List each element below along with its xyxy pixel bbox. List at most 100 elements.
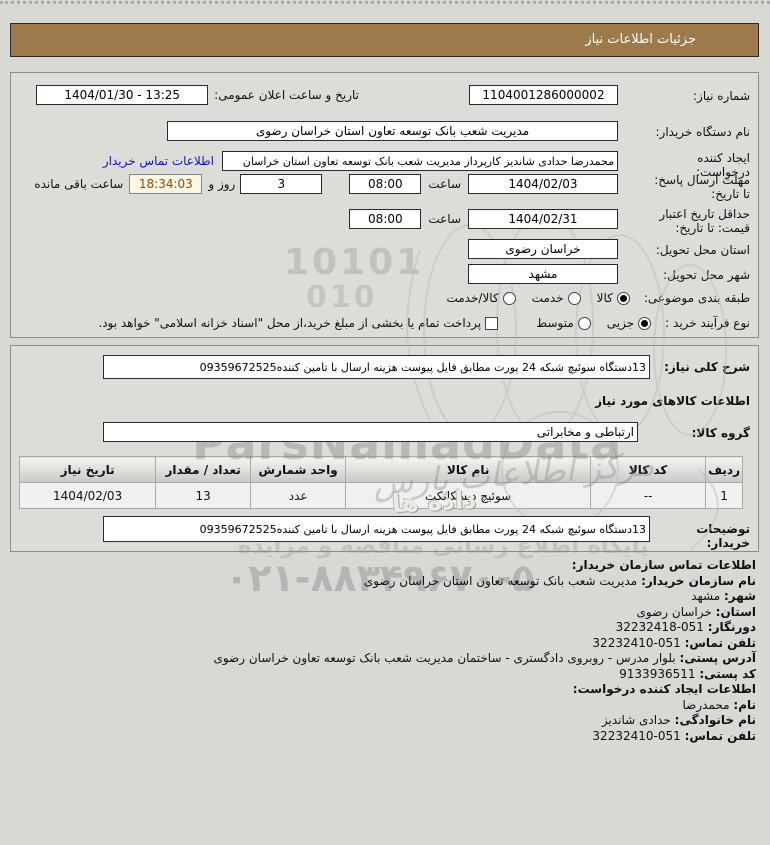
- col-header-need-date: تاریخ نیاز: [19, 456, 157, 483]
- field-label: نام سازمان خریدار:: [641, 573, 756, 588]
- announce-datetime-label: تاریخ و ساعت اعلان عمومی:: [214, 88, 359, 102]
- goods-table-header-row: ردیف کد کالا نام کالا واحد شمارش تعداد /…: [19, 456, 743, 483]
- field-label: تلفن تماس:: [684, 728, 756, 743]
- field-label: نام:: [733, 697, 756, 712]
- radio-classification-goods-label: کالا: [596, 291, 613, 305]
- reply-deadline-time-input[interactable]: [349, 174, 422, 194]
- price-validity-time-input[interactable]: [349, 209, 422, 229]
- time-remaining-countdown: [129, 174, 203, 194]
- field-value: بلوار مدرس - روبروی دادگستری - ساختمان م…: [213, 651, 676, 665]
- request-creator-heading: اطلاعات ایجاد کننده درخواست:: [572, 682, 756, 696]
- field-value: 32232418-051: [615, 620, 704, 634]
- field-value: خراسان رضوی: [636, 604, 712, 619]
- col-header-goods-name: نام کالا: [345, 456, 592, 483]
- page-title: جزئیات اطلاعات نیاز: [10, 23, 759, 57]
- field-label: شهر:: [724, 589, 756, 603]
- field-label: نام خانوادگی:: [674, 713, 756, 727]
- contact-info-block: اطلاعات تماس سازمان خریدار: نام سازمان خ…: [14, 558, 770, 744]
- contact-field-phone: تلفن تماس: 32232410-051: [14, 636, 756, 652]
- days-and-label: روز و: [208, 177, 236, 191]
- contact-field-city: شهر: مشهد: [14, 589, 756, 605]
- reply-deadline-date-input[interactable]: [468, 174, 618, 194]
- delivery-city-input[interactable]: [468, 264, 618, 284]
- field-label: تلفن تماس:: [684, 635, 756, 650]
- contact-field-postal-code: کد پستی: 9133936511: [14, 667, 756, 683]
- request-creator-label-line1: ایجاد کننده: [697, 151, 750, 165]
- field-label: دورنگار:: [707, 620, 756, 634]
- buyer-org-contact-heading: اطلاعات تماس سازمان خریدار:: [571, 558, 756, 572]
- goods-table-row: 1 -- سوئیچ دیسکانکت عدد 13 1404/02/03: [19, 482, 743, 509]
- delivery-city-label: شهر محل تحویل:: [663, 268, 750, 282]
- field-value: مشهد: [691, 589, 721, 603]
- field-label: آدرس پستی:: [679, 651, 756, 665]
- treasury-documents-checkbox-label: پرداخت تمام یا بخشی از مبلغ خرید،از محل …: [98, 316, 482, 330]
- radio-classification-goods-service-label: کالا/خدمت: [446, 291, 499, 305]
- buyer-org-label: نام دستگاه خریدار:: [655, 125, 751, 139]
- creator-field-last-name: نام خانوادگی: حدادی شاندیز: [14, 713, 756, 729]
- reply-hour-label: ساعت: [428, 177, 461, 191]
- field-value: 9133936511: [619, 666, 696, 681]
- radio-classification-service-label: خدمت: [531, 291, 564, 305]
- col-header-quantity: تعداد / مقدار: [155, 456, 252, 483]
- hours-remaining-label: ساعت باقی مانده: [34, 177, 124, 191]
- radio-classification-service[interactable]: [567, 291, 581, 305]
- buyer-notes-input[interactable]: [103, 516, 650, 542]
- field-label: استان:: [715, 604, 756, 619]
- treasury-documents-checkbox[interactable]: [485, 316, 499, 330]
- goods-table: ردیف کد کالا نام کالا واحد شمارش تعداد /…: [19, 456, 743, 509]
- days-remaining-input: [240, 174, 323, 194]
- contact-field-org-name: نام سازمان خریدار: مدیریت شعب بانک توسعه…: [14, 574, 756, 590]
- cell-goods-code: --: [590, 482, 707, 509]
- cell-goods-name: سوئیچ دیسکانکت: [345, 482, 592, 509]
- cell-unit: عدد: [250, 482, 347, 509]
- need-description-panel: شرح کلی نیاز: اطلاعات کالاهای مورد نیاز …: [10, 345, 759, 552]
- field-value: محمدرضا: [682, 697, 730, 712]
- buyer-org-input[interactable]: [167, 121, 618, 141]
- announce-datetime-input[interactable]: [36, 85, 209, 105]
- buyer-notes-label: توضیحات خریدار:: [696, 522, 750, 550]
- cell-row-number: 1: [705, 482, 743, 509]
- radio-classification-goods[interactable]: [616, 291, 630, 305]
- subject-classification-label: طبقه بندی موضوعی:: [643, 291, 750, 305]
- radio-process-partial[interactable]: [638, 316, 652, 330]
- creator-field-first-name: نام: محمدرضا: [14, 697, 757, 714]
- creator-field-phone: تلفن تماس: 32232410-051: [14, 729, 756, 745]
- validity-hour-label: ساعت: [428, 212, 461, 226]
- radio-process-medium[interactable]: [577, 316, 591, 330]
- col-header-unit: واحد شمارش: [250, 456, 347, 483]
- goods-group-input[interactable]: [103, 422, 638, 442]
- contact-field-province: استان: خراسان رضوی: [14, 605, 756, 621]
- radio-process-medium-label: متوسط: [536, 316, 574, 330]
- reply-deadline-label: مهلت ارسال پاسخ: تا تاریخ:: [618, 173, 750, 201]
- delivery-province-input[interactable]: [468, 239, 618, 259]
- col-header-goods-code: کد کالا: [590, 456, 707, 483]
- radio-process-partial-label: جزیی: [606, 316, 635, 330]
- request-creator-input[interactable]: [222, 151, 618, 171]
- price-validity-label-line2: قیمت: تا تاریخ:: [675, 221, 750, 235]
- request-creator-label-line2: درخواست:: [696, 165, 750, 179]
- need-description-input[interactable]: [103, 355, 650, 379]
- field-value: 32232410-051: [592, 728, 681, 743]
- contact-field-fax: دورنگار: 32232418-051: [14, 620, 756, 636]
- goods-group-label: گروه کالا:: [691, 426, 750, 440]
- required-goods-heading: اطلاعات کالاهای مورد نیاز: [595, 394, 750, 408]
- need-number-input[interactable]: [469, 85, 618, 105]
- delivery-province-label: استان محل تحویل:: [655, 243, 750, 257]
- field-label: کد پستی:: [699, 666, 756, 681]
- price-validity-label-line1: حداقل تاریخ اعتبار: [659, 207, 750, 221]
- purchase-process-type-label: نوع فرآیند خرید :: [665, 316, 750, 330]
- field-value: 32232410-051: [592, 635, 681, 650]
- price-validity-date-input[interactable]: [468, 209, 618, 229]
- reply-deadline-label-line2: تا تاریخ:: [711, 187, 750, 201]
- price-validity-label: حداقل تاریخ اعتبار قیمت: تا تاریخ:: [618, 207, 750, 235]
- contact-field-address: آدرس پستی: بلوار مدرس - روبروی دادگستری …: [14, 651, 756, 667]
- need-description-label: شرح کلی نیاز:: [664, 360, 750, 374]
- request-info-panel: شماره نیاز: تاریخ و ساعت اعلان عمومی: نا…: [10, 72, 759, 338]
- buyer-contact-link[interactable]: اطلاعات تماس خریدار: [102, 154, 214, 168]
- need-number-label: شماره نیاز:: [693, 89, 750, 103]
- reply-deadline-label-line1: مهلت ارسال پاسخ:: [654, 173, 750, 187]
- radio-classification-goods-service[interactable]: [502, 291, 516, 305]
- top-dotted-divider: [0, 1, 770, 4]
- request-creator-label: ایجاد کننده درخواست:: [618, 151, 750, 179]
